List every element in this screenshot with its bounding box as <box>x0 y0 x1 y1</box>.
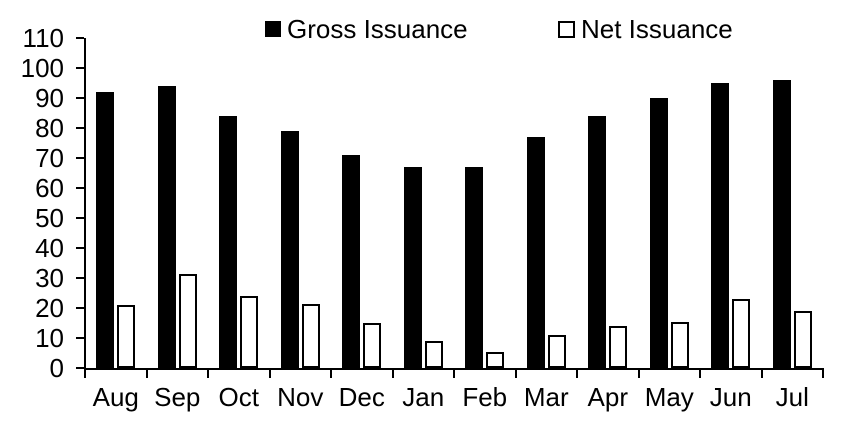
x-tick <box>145 370 148 378</box>
x-axis-label-aug: Aug <box>92 382 139 412</box>
x-axis-label-nov: Nov <box>277 382 324 412</box>
y-tick <box>76 37 84 39</box>
x-axis-label-jan: Jan <box>402 382 445 412</box>
net-bar-feb <box>486 351 504 368</box>
gross-bar-sep <box>157 86 176 368</box>
gross-bar-feb <box>465 167 483 368</box>
x-tick <box>453 370 455 378</box>
x-tick <box>699 370 701 378</box>
gross-bar-jun <box>711 83 729 368</box>
gross-bar-aug <box>96 92 114 368</box>
net-bar-dec <box>363 323 381 368</box>
y-tick <box>76 277 84 279</box>
legend-label-net-issuance: Net Issuance <box>581 13 733 44</box>
x-tick <box>637 370 640 378</box>
x-tick <box>822 370 824 378</box>
y-tick <box>76 337 84 339</box>
x-tick <box>514 370 517 378</box>
gross-bar-jul <box>772 80 791 368</box>
y-tick <box>76 217 84 219</box>
net-bar-aug <box>117 305 135 368</box>
x-axis-label-mar: Mar <box>523 382 569 412</box>
y-tick-label: 50 <box>35 203 64 233</box>
y-tick <box>76 127 84 129</box>
x-axis <box>84 368 824 370</box>
y-tick-label: 100 <box>20 53 64 83</box>
y-tick-label: 30 <box>35 263 64 293</box>
x-tick <box>330 370 332 378</box>
gross-bar-oct <box>219 116 237 368</box>
y-tick <box>76 367 84 369</box>
x-tick <box>84 370 86 378</box>
net-bar-jul <box>793 311 812 368</box>
y-tick <box>76 247 84 249</box>
y-tick-label: 40 <box>35 233 64 263</box>
x-axis-label-dec: Dec <box>338 382 385 412</box>
y-tick <box>76 187 84 189</box>
x-axis-label-jun: Jun <box>709 382 752 412</box>
y-tick-label: 10 <box>35 323 64 353</box>
x-tick <box>576 370 578 378</box>
x-axis-label-may: May <box>644 382 694 412</box>
x-tick <box>391 370 394 378</box>
net-bar-may <box>670 321 689 368</box>
y-tick-label: 0 <box>49 353 64 383</box>
y-axis <box>84 38 86 370</box>
gross-bar-nov <box>280 131 299 368</box>
net-bar-apr <box>609 326 627 368</box>
net-bar-sep <box>178 273 197 368</box>
gross-bar-may <box>649 98 668 368</box>
legend-label-gross-issuance: Gross Issuance <box>287 13 468 44</box>
x-tick <box>760 370 763 378</box>
y-tick-label: 70 <box>35 143 64 173</box>
net-bar-oct <box>240 296 258 368</box>
x-tick <box>268 370 271 378</box>
gross-bar-mar <box>526 137 545 368</box>
gross-bar-apr <box>588 116 606 368</box>
y-tick <box>76 67 84 69</box>
net-bar-jan <box>424 341 443 368</box>
gross-bar-dec <box>342 155 360 368</box>
net-bar-mar <box>547 335 566 368</box>
x-axis-label-jul: Jul <box>775 382 809 412</box>
y-tick-label: 60 <box>35 173 64 203</box>
legend-item-net-issuance: Net Issuance <box>558 14 733 44</box>
net-bar-nov <box>301 303 320 368</box>
x-axis-label-feb: Feb <box>462 382 508 412</box>
x-axis-label-apr: Apr <box>587 382 628 412</box>
y-tick <box>76 97 84 99</box>
y-tick <box>76 307 84 309</box>
gross-bar-jan <box>403 167 422 368</box>
net-bar-jun <box>732 299 750 368</box>
net-issuance-swatch-icon <box>558 20 575 38</box>
gross-issuance-swatch-icon <box>265 21 281 37</box>
y-tick <box>76 157 84 159</box>
y-tick-label: 90 <box>35 83 64 113</box>
x-axis-label-oct: Oct <box>218 382 259 412</box>
y-tick-label: 80 <box>35 113 64 143</box>
x-tick <box>207 370 209 378</box>
y-tick-label: 110 <box>22 23 64 53</box>
legend-item-gross-issuance: Gross Issuance <box>265 14 468 44</box>
y-tick-label: 20 <box>35 293 64 323</box>
x-axis-label-sep: Sep <box>154 382 201 412</box>
